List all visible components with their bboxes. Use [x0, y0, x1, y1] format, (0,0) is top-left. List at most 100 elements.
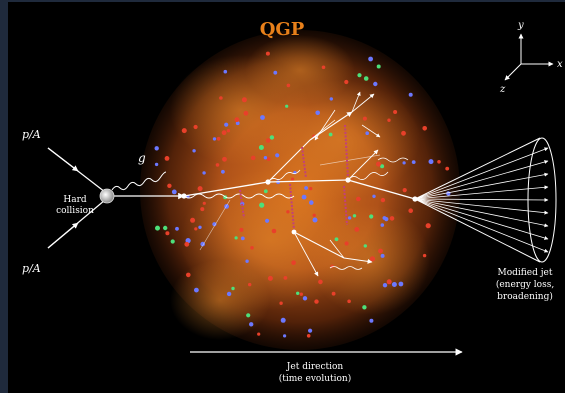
medium-particle: [368, 56, 373, 62]
medium-particle: [301, 194, 307, 200]
medium-particle: [223, 69, 228, 74]
medium-particle: [380, 164, 385, 169]
medium-particle: [357, 73, 362, 78]
label-jet-line2: (energy loss,: [496, 279, 554, 290]
medium-particle: [306, 334, 311, 338]
medium-particle: [250, 246, 254, 250]
label-hard-line1: Hard: [63, 195, 87, 205]
medium-particle: [445, 166, 450, 171]
title-qgp: QGP: [260, 19, 305, 40]
cone-ray: [414, 198, 549, 253]
medium-particle: [286, 210, 290, 214]
branch-upper-right: [361, 124, 381, 138]
medium-particle: [372, 194, 376, 198]
medium-particle: [354, 227, 360, 232]
recoil-gluon-line: [111, 171, 167, 191]
medium-particle: [224, 122, 229, 127]
medium-particle: [193, 124, 198, 130]
medium-particle: [280, 317, 286, 323]
medium-particles: [154, 51, 451, 338]
medium-particle: [365, 131, 370, 135]
beam-bottom-arrow: [47, 222, 79, 249]
medium-particle: [315, 110, 321, 116]
medium-particle: [291, 260, 296, 266]
medium-particle: [347, 299, 351, 304]
faint-track-2: [319, 154, 381, 166]
medium-particle: [202, 201, 206, 205]
medium-particle: [402, 188, 407, 193]
parton-segment-2: [267, 179, 349, 183]
medium-particle: [296, 291, 300, 295]
medium-particle: [163, 225, 168, 231]
medium-particle: [378, 248, 383, 254]
cone-ray: [414, 172, 549, 200]
vertices: [181, 177, 418, 235]
medium-particle: [356, 196, 361, 202]
label-axis-z: z: [499, 84, 506, 95]
exchange-1: [239, 189, 245, 219]
medium-particle: [291, 177, 295, 181]
vertex-2: [265, 179, 271, 185]
medium-particle: [231, 286, 235, 291]
medium-particle: [314, 299, 319, 304]
medium-particle: [269, 135, 275, 140]
cone-ray: [414, 160, 549, 200]
medium-particle: [363, 76, 369, 81]
medium-particle: [380, 223, 385, 227]
medium-particle: [194, 287, 199, 293]
coordinate-axes-icon: [504, 33, 554, 81]
medium-particle: [266, 157, 271, 161]
medium-particle: [154, 162, 159, 167]
medium-particle: [246, 313, 251, 318]
medium-particle: [422, 126, 428, 131]
beam-top-arrow: [47, 147, 79, 172]
faint-track-1: [199, 199, 231, 251]
medium-particle: [265, 51, 270, 56]
cone-ray: [414, 185, 549, 200]
medium-particle: [369, 256, 376, 262]
medium-particle: [362, 305, 367, 310]
medium-particle: [334, 237, 339, 242]
label-jet-line1: Modified jet: [498, 268, 553, 278]
medium-particle: [382, 283, 388, 288]
exchange-2: [289, 183, 295, 231]
cone-edge-bottom: [414, 198, 541, 263]
medium-particle: [304, 186, 308, 190]
medium-particle: [312, 213, 316, 217]
medium-particle: [408, 92, 413, 97]
cone-edge-top: [414, 137, 541, 200]
lower-gluon-1: [183, 193, 295, 199]
medium-particle: [167, 183, 172, 188]
incoming-beams: [47, 147, 106, 249]
branch-upper-tip: [351, 93, 375, 113]
medium-particle: [408, 208, 414, 213]
label-incoming-bottom: p/A: [22, 262, 41, 275]
medium-particle: [328, 132, 333, 137]
medium-particle: [387, 118, 391, 122]
medium-particle: [241, 97, 247, 103]
medium-particle: [369, 214, 374, 219]
medium-particle: [248, 282, 252, 287]
medium-particle: [212, 222, 217, 227]
medium-particle: [259, 202, 265, 208]
medium-particle: [226, 129, 231, 133]
medium-particle: [240, 236, 245, 241]
medium-particle: [239, 227, 244, 232]
medium-particle: [271, 228, 277, 234]
medium-particle: [386, 279, 392, 285]
medium-particle: [309, 186, 313, 191]
medium-particle: [219, 96, 223, 100]
medium-particle: [302, 296, 308, 301]
jet-shower: [108, 91, 416, 277]
axis-z-line: [504, 63, 522, 81]
medium-particle: [184, 241, 190, 247]
medium-particle: [376, 64, 381, 69]
label-axis-y: y: [517, 20, 524, 31]
medium-particle: [194, 227, 198, 231]
medium-particle: [273, 70, 278, 75]
medium-particle: [283, 334, 287, 338]
medium-particle: [226, 291, 232, 297]
branch-upper-tip2: [351, 91, 361, 113]
medium-particle: [212, 137, 217, 141]
